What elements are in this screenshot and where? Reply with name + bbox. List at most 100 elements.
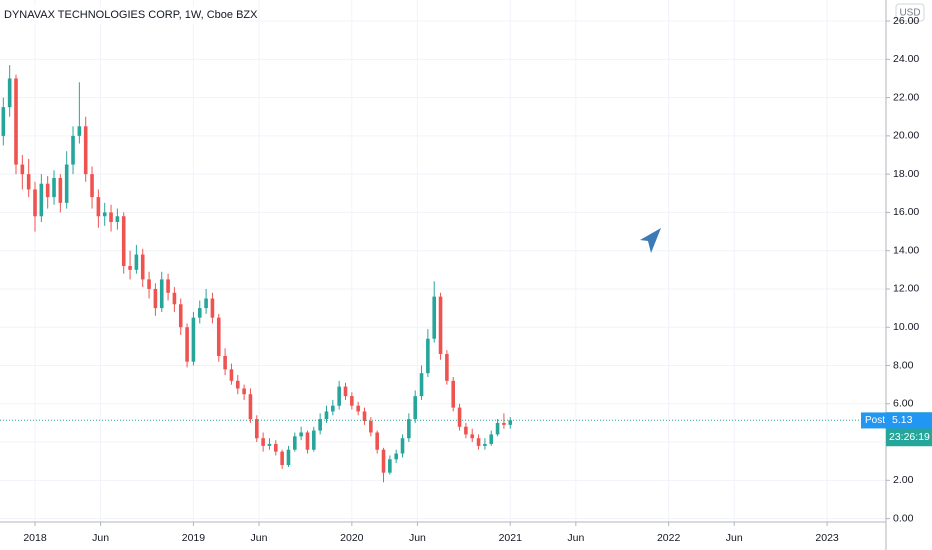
- candle-body: [476, 438, 481, 446]
- candle-body: [197, 308, 202, 318]
- candle-body: [39, 183, 44, 217]
- y-tick-label: 26.00: [893, 15, 919, 27]
- candle-body: [381, 449, 386, 473]
- candle-body: [26, 174, 31, 190]
- candle-body: [273, 443, 278, 452]
- chart-title: DYNAVAX TECHNOLOGIES CORP, 1W, Cboe BZX: [4, 9, 258, 21]
- candle-body: [293, 436, 297, 450]
- candle-body: [102, 212, 107, 217]
- candle-body: [343, 386, 348, 397]
- candle-body: [96, 197, 101, 217]
- candle-body: [191, 317, 196, 362]
- candle-body: [52, 177, 56, 198]
- candle-body: [407, 419, 411, 439]
- candle-body: [457, 407, 462, 427]
- currency-box[interactable]: [895, 3, 925, 22]
- x-tick-label: Jun: [409, 532, 426, 544]
- candle-body: [204, 298, 208, 309]
- candle-body: [419, 373, 424, 397]
- candle-body: [267, 443, 272, 446]
- candle-body: [280, 451, 284, 466]
- candle-body: [286, 449, 291, 466]
- x-tick-label: Jun: [567, 532, 584, 544]
- candle-body: [1, 107, 6, 136]
- candle-body: [312, 430, 316, 450]
- candle-body: [172, 292, 177, 305]
- x-tick-label: Jun: [726, 532, 743, 544]
- candle-body: [369, 421, 373, 433]
- candle-body: [58, 177, 63, 203]
- candle-body: [413, 396, 417, 420]
- y-tick-label: 20.00: [893, 130, 919, 142]
- candle-body: [464, 426, 468, 435]
- candle-body: [71, 135, 75, 165]
- candle-body: [121, 216, 126, 266]
- y-tick-label: 12.00: [893, 283, 919, 295]
- candle-body: [7, 78, 12, 108]
- x-tick-label: Jun: [92, 532, 109, 544]
- candle-body: [470, 434, 475, 439]
- candle-body: [83, 126, 88, 175]
- x-tick-label: 2018: [23, 532, 47, 544]
- candle-body: [400, 438, 405, 454]
- candle-body: [451, 380, 456, 408]
- candle-body: [508, 420, 513, 425]
- candle-body: [483, 443, 487, 446]
- y-tick-label: 14.00: [893, 244, 919, 256]
- candle-body: [153, 288, 158, 309]
- post-price-badge: [886, 412, 932, 429]
- candle-body: [388, 459, 392, 473]
- x-tick-label: 2020: [340, 532, 364, 544]
- candle-body: [350, 396, 354, 406]
- candle-body: [185, 327, 189, 362]
- x-tick-label: 2022: [657, 532, 681, 544]
- candle-body: [337, 386, 341, 406]
- grid: [0, 0, 886, 522]
- candle-body: [375, 432, 379, 450]
- candle-body: [64, 164, 69, 203]
- candle-body: [362, 411, 367, 422]
- candle-body: [235, 380, 240, 389]
- candle-body: [426, 338, 430, 374]
- x-tick-label: 2019: [182, 532, 206, 544]
- candle-body: [14, 78, 18, 165]
- title-bg: [0, 6, 240, 24]
- candle-body: [115, 216, 120, 222]
- y-tick-label: 10.00: [893, 321, 919, 333]
- countdown: 23:26:19: [889, 431, 930, 443]
- post-price-label: 5.13: [892, 414, 913, 426]
- y-tick-label: 16.00: [893, 206, 919, 218]
- candle-body: [210, 298, 215, 318]
- candle-body: [305, 432, 310, 450]
- candle-body: [495, 422, 500, 435]
- y-tick-label: 22.00: [893, 91, 919, 103]
- candle-body: [502, 422, 506, 425]
- candle-body: [438, 296, 443, 355]
- candle-body: [147, 279, 151, 289]
- candle-body: [216, 317, 221, 356]
- candle-body: [254, 419, 259, 439]
- cursor-arrow: [640, 228, 661, 253]
- candle-body: [324, 411, 329, 420]
- x-tick-label: 2023: [815, 532, 839, 544]
- candle-body: [261, 438, 265, 446]
- x-tick-label: 2021: [499, 532, 523, 544]
- post-badge: [861, 412, 886, 429]
- currency[interactable]: USD: [899, 8, 920, 19]
- candle-body: [109, 212, 113, 222]
- post-label: Post: [865, 415, 885, 426]
- candle-body: [20, 164, 25, 175]
- y-tick-label: 2.00: [893, 474, 914, 486]
- y-tick-label: 0.00: [893, 512, 914, 524]
- candle-body: [242, 388, 246, 395]
- candle-body: [318, 419, 322, 431]
- candle-body: [248, 394, 253, 420]
- candle-body: [134, 254, 139, 270]
- candle-body: [432, 296, 437, 339]
- y-tick-label: 6.00: [893, 398, 914, 410]
- candle-body: [178, 304, 183, 328]
- candle-body: [159, 279, 164, 309]
- y-tick-label: 8.00: [893, 359, 914, 371]
